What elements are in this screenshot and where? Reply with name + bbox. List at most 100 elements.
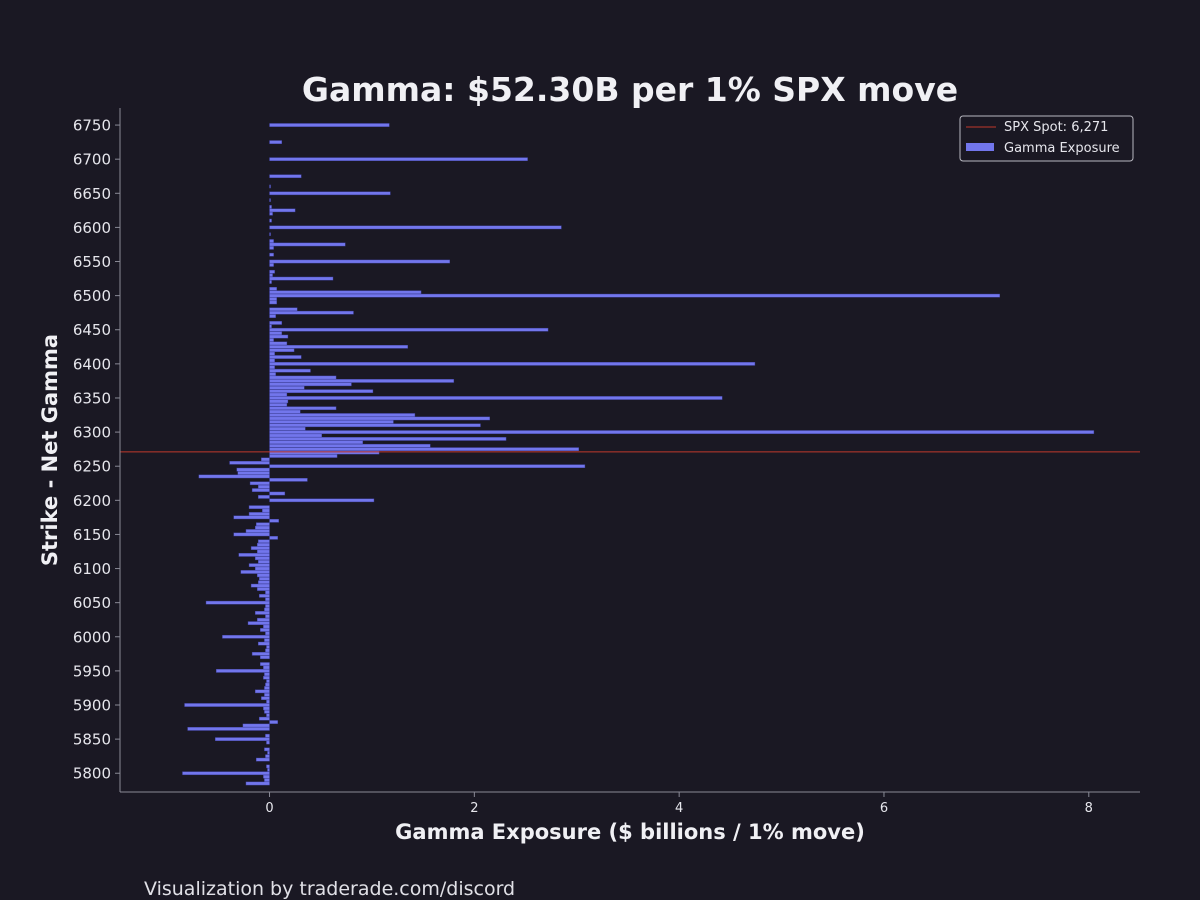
gamma-bar [269, 310, 354, 315]
gamma-bar [269, 362, 756, 366]
gamma-bar [265, 604, 270, 608]
gamma-bar [269, 174, 302, 179]
gamma-bar [266, 699, 270, 704]
gamma-bar [261, 457, 270, 462]
gamma-bar [269, 218, 272, 223]
gamma-bar [269, 491, 286, 496]
gamma-bar [266, 645, 270, 649]
gamma-bar [269, 430, 1095, 434]
gamma-bar [269, 314, 276, 318]
gamma-bar [269, 269, 275, 274]
gamma-bar [257, 587, 270, 591]
gamma-bar [269, 379, 455, 383]
gamma-bar [264, 607, 270, 612]
y-axis-label: Strike - Net Gamma [38, 334, 62, 566]
gamma-bar [187, 727, 270, 731]
gamma-bar [267, 750, 270, 755]
y-tick-label: 6750 [73, 117, 111, 135]
axes-group: 5800 5850 5900 5950 6000 6050 6100 6150 6200 6250… [73, 108, 1140, 816]
gamma-bar [269, 399, 289, 404]
gamma-bar [263, 774, 270, 779]
gamma-bar [269, 293, 1000, 298]
gamma-bar [260, 655, 270, 660]
gamma-bar [249, 481, 270, 486]
gamma-bar [269, 396, 723, 400]
gamma-bar [257, 549, 270, 554]
gamma-bar [215, 737, 270, 741]
x-tick-label: 0 [265, 801, 273, 816]
x-tick-label: 2 [470, 801, 478, 816]
gamma-bar [269, 208, 296, 213]
gamma-bar [269, 263, 274, 267]
y-tick-label: 6300 [73, 424, 111, 442]
gamma-bar [269, 348, 295, 353]
gamma-bar [222, 634, 270, 639]
gamma-bar [269, 239, 274, 243]
gamma-bar [265, 614, 270, 619]
gamma-bar [269, 297, 277, 301]
gamma-bar [257, 573, 270, 578]
gamma-bar [269, 252, 274, 257]
gamma-bar [269, 246, 274, 250]
gamma-bar [265, 733, 270, 738]
y-tick-label: 5800 [73, 765, 111, 783]
gamma-bar [256, 757, 270, 762]
gamma-bar [269, 211, 273, 216]
gamma-bar [264, 638, 270, 642]
gamma-bar [269, 536, 278, 540]
gamma-bar [259, 576, 270, 581]
gamma-bar [269, 287, 277, 291]
gamma-bar [269, 440, 363, 445]
gamma-bar [269, 365, 275, 370]
chart-title: Gamma: $52.30B per 1% SPX move [302, 70, 958, 109]
gamma-bar [254, 566, 270, 571]
gamma-bar [264, 686, 270, 690]
gamma-bar [269, 345, 408, 349]
gamma-bar [242, 723, 270, 728]
gamma-bar [261, 696, 270, 700]
footer-credit: Visualization by traderade.com/discord [144, 878, 516, 900]
x-tick-label: 4 [675, 801, 683, 816]
gamma-bar [233, 532, 270, 537]
gamma-bar [251, 652, 270, 656]
gamma-bar [257, 542, 270, 547]
gamma-bar [265, 682, 270, 687]
gamma-bar [260, 628, 270, 632]
gamma-bar [198, 474, 270, 479]
gamma-bar [269, 358, 275, 363]
gamma-bar [269, 157, 528, 161]
gamma-bar [269, 300, 277, 305]
gamma-bar [264, 692, 270, 697]
gamma-bar [269, 259, 450, 264]
gamma-bar [269, 225, 562, 230]
gamma-bar [269, 184, 271, 189]
y-tick-label: 6450 [73, 321, 111, 339]
gamma-bar [269, 426, 306, 431]
gamma-bar [245, 781, 270, 786]
gamma-bar [257, 617, 270, 622]
gamma-bar [269, 338, 274, 342]
gamma-bar [266, 713, 270, 718]
x-axis-label: Gamma Exposure ($ billions / 1% move) [395, 820, 865, 844]
x-tick-label: 8 [1085, 801, 1093, 816]
gamma-bar [266, 740, 270, 745]
gamma-bar [269, 290, 422, 295]
gamma-bar [265, 631, 270, 636]
gamma-bar [258, 559, 270, 564]
gamma-bar [265, 754, 270, 758]
gamma-bar [256, 522, 270, 526]
legend: SPX Spot: 6,271 Gamma Exposure [959, 115, 1134, 162]
gamma-bar [265, 590, 270, 595]
gamma-bar [269, 341, 288, 346]
gamma-bar [260, 662, 270, 666]
gamma-bar [269, 232, 271, 237]
y-tick-label: 6100 [73, 560, 111, 578]
gamma-bar [259, 594, 270, 598]
gamma-bar [269, 205, 272, 209]
gamma-bar [269, 276, 334, 281]
gamma-bar [269, 123, 390, 127]
gamma-bar [245, 529, 270, 533]
gamma-bar [258, 484, 270, 489]
gamma-bar [182, 771, 270, 776]
